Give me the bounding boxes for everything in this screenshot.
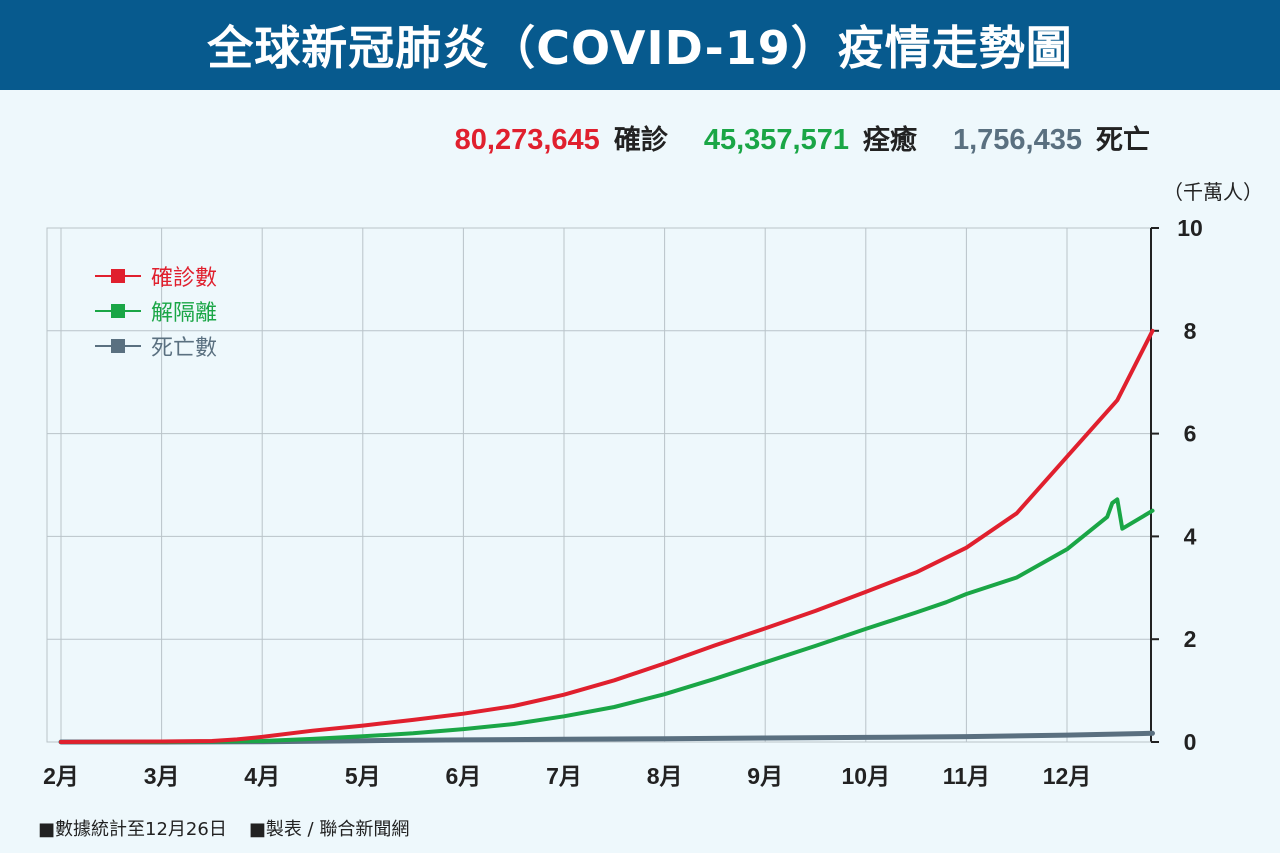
x-tick-label: 4月	[244, 763, 280, 789]
confirmed-line	[59, 328, 1155, 744]
deaths-count: 1,756,435	[952, 124, 1082, 156]
x-tick-label: 11月	[943, 763, 990, 789]
title-bar: 全球新冠肺炎（COVID-19）疫情走勢圖	[0, 0, 1280, 90]
y-tick-label: 10	[1177, 215, 1203, 241]
y-axis-unit-label: （千萬人）	[1163, 180, 1263, 204]
y-tick-label: 4	[1184, 523, 1197, 549]
x-tick-label: 3月	[144, 763, 180, 789]
confirmed-label: 確診	[613, 125, 668, 156]
confirmed-count: 80,273,645	[454, 124, 600, 156]
deaths-stat: 1,756,435 死亡	[953, 118, 1150, 157]
confirmed-stat: 80,273,645 確診	[455, 118, 668, 157]
x-tick-label: 7月	[546, 763, 582, 789]
chart-legend: 確診數 解隔離 死亡數	[95, 258, 217, 363]
summary-stats: 80,273,645 確診 45,357,571 痊癒 1,756,435 死亡	[419, 118, 1150, 157]
recovered-label: 痊癒	[862, 125, 917, 156]
recovered-stat: 45,357,571 痊癒	[704, 118, 917, 157]
x-tick-label: 12月	[1043, 763, 1092, 789]
footer-credit: ■製表 / 聯合新聞網	[248, 819, 410, 840]
legend-label-confirmed: 確診數	[151, 265, 218, 291]
legend-swatch-confirmed	[95, 268, 141, 283]
footer: ■數據統計至12月26日 ■製表 / 聯合新聞網	[38, 815, 409, 841]
legend-swatch-deaths	[95, 338, 141, 353]
legend-label-recovered: 解隔離	[151, 300, 218, 326]
y-tick-label: 0	[1184, 729, 1197, 755]
x-tick-label: 9月	[747, 763, 783, 789]
legend-item-recovered: 解隔離	[95, 293, 217, 328]
x-tick-label: 10月	[842, 763, 891, 789]
footer-note: ■數據統計至12月26日	[38, 819, 227, 840]
deaths-label: 死亡	[1096, 125, 1150, 156]
recovered-count: 45,357,571	[703, 124, 849, 156]
x-tick-label: 5月	[345, 763, 381, 789]
page-title: 全球新冠肺炎（COVID-19）疫情走勢圖	[207, 21, 1073, 75]
x-tick-label: 6月	[446, 763, 482, 789]
legend-item-confirmed: 確診數	[95, 258, 217, 293]
legend-label-deaths: 死亡數	[151, 335, 218, 361]
y-tick-label: 8	[1184, 318, 1197, 344]
x-tick-label: 8月	[647, 763, 683, 789]
y-tick-label: 6	[1184, 421, 1197, 447]
x-tick-label: 2月	[43, 763, 79, 789]
recovered-line	[59, 497, 1155, 744]
legend-swatch-recovered	[95, 303, 141, 318]
y-tick-label: 2	[1184, 626, 1197, 652]
legend-item-deaths: 死亡數	[95, 328, 217, 363]
plot-area	[46, 227, 1152, 743]
